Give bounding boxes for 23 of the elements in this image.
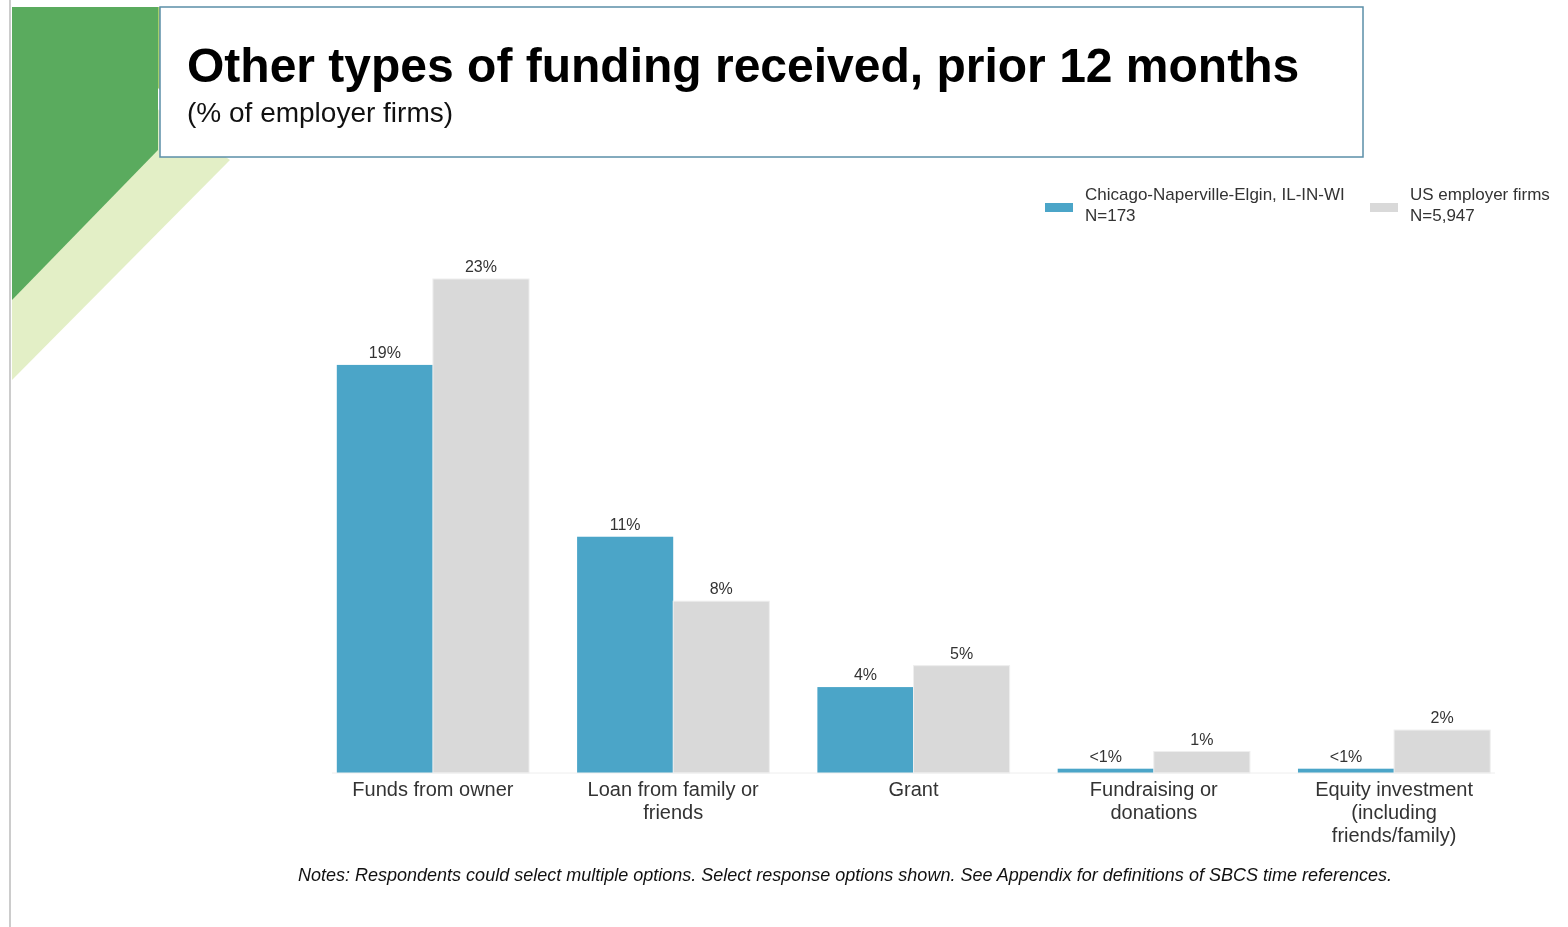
bar: [817, 687, 914, 773]
data-label: 8%: [709, 580, 733, 598]
data-label: <1%: [1089, 747, 1122, 765]
data-label: 1%: [1190, 730, 1214, 748]
legend-label: US employer firms N=5,947: [1410, 185, 1550, 225]
x-tick-label: Funds from owner: [352, 778, 514, 800]
data-label: 5%: [950, 644, 974, 662]
x-tick-label: Equity investment (including friends/family): [1315, 778, 1474, 846]
chart-title: Other types of funding received, prior 12 months: [187, 39, 1300, 92]
data-label: 23%: [464, 258, 497, 275]
data-label: 11%: [609, 515, 641, 533]
x-tick-label: Grant: [888, 778, 939, 800]
text: Notes: Respondents could select multiple options. Select response options shown. See Appendix for definitions of SBCS time references.: [298, 865, 1392, 885]
data-label: 4%: [853, 666, 877, 684]
legend-label: Chicago-Naperville-Elgin, IL-IN-WI N=173: [1085, 185, 1345, 225]
bar: [336, 364, 433, 773]
x-tick-label: Fundraising or donations: [1089, 778, 1219, 823]
bar: [577, 536, 674, 773]
chart-subtitle: (% of employer firms): [187, 97, 454, 128]
data-label: <1%: [1329, 747, 1363, 765]
data-label: 19%: [368, 343, 401, 361]
x-tick-label: Loan from family or friends: [587, 778, 760, 823]
data-label: 2%: [1430, 709, 1454, 727]
